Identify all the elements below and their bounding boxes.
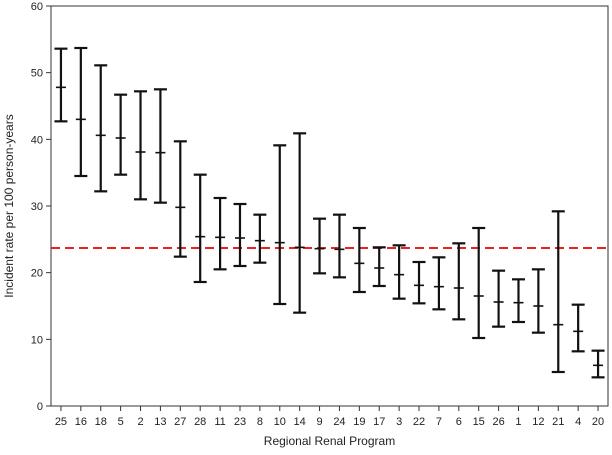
error-bar-21 — [551, 210, 565, 374]
x-tick-label: 15 — [473, 416, 485, 428]
error-bar-4 — [571, 303, 585, 353]
x-tick-label: 22 — [413, 416, 425, 428]
error-bar-15 — [472, 226, 486, 340]
x-tick-label: 5 — [118, 416, 124, 428]
error-bar-10 — [273, 144, 287, 306]
x-tick-label: 10 — [274, 416, 286, 428]
y-tick-label: 50 — [31, 68, 43, 80]
x-tick-label: 21 — [552, 416, 564, 428]
y-tick-label: 20 — [31, 268, 43, 280]
x-tick-label: 25 — [55, 416, 67, 428]
error-bar-23 — [233, 202, 247, 268]
error-bar-11 — [213, 196, 227, 271]
x-axis: 25 16 18 5 2 13 27 28 11 23 8 10 14 9 24 19 17 3 22 7 6 15 26 1… — [55, 406, 604, 428]
y-tick-label: 0 — [37, 401, 43, 413]
error-bar-5 — [114, 93, 128, 176]
x-tick-label: 2 — [137, 416, 143, 428]
x-tick-label: 19 — [353, 416, 365, 428]
error-bar-1 — [511, 278, 525, 324]
error-bar-17 — [372, 246, 386, 288]
x-tick-label: 1 — [515, 416, 521, 428]
x-tick-label: 23 — [234, 416, 246, 428]
x-tick-label: 6 — [456, 416, 462, 428]
y-axis-title: Incident rate per 100 person-years — [2, 114, 16, 297]
x-axis-title: Regional Renal Program — [264, 434, 395, 448]
x-tick-label: 9 — [316, 416, 322, 428]
error-bar-28 — [193, 173, 207, 284]
error-bars — [54, 46, 605, 379]
y-axis: 0 10 20 30 40 50 60 — [31, 1, 51, 413]
error-bar-27 — [173, 140, 187, 258]
x-tick-label: 4 — [575, 416, 581, 428]
x-tick-label: 18 — [95, 416, 107, 428]
x-tick-label: 28 — [194, 416, 206, 428]
x-tick-label: 27 — [174, 416, 186, 428]
error-bar-3 — [392, 244, 406, 300]
error-bar-13 — [153, 88, 167, 204]
error-bar-8 — [253, 213, 267, 264]
error-bar-24 — [332, 213, 346, 279]
x-tick-label: 3 — [396, 416, 402, 428]
x-tick-label: 8 — [257, 416, 263, 428]
x-tick-label: 26 — [492, 416, 504, 428]
y-tick-label: 40 — [31, 134, 43, 146]
error-bar-19 — [352, 226, 366, 294]
error-bar-9 — [313, 217, 327, 275]
error-bar-22 — [412, 260, 426, 305]
error-bar-25 — [54, 47, 68, 123]
x-tick-label: 20 — [592, 416, 604, 428]
error-bar-16 — [74, 46, 88, 178]
error-bar-12 — [531, 268, 545, 334]
x-tick-label: 17 — [373, 416, 385, 428]
x-tick-label: 7 — [436, 416, 442, 428]
error-bar-6 — [452, 242, 466, 321]
y-tick-label: 30 — [31, 201, 43, 213]
x-tick-label: 11 — [214, 416, 225, 428]
x-tick-label: 13 — [154, 416, 166, 428]
error-bar-26 — [492, 269, 506, 328]
error-bar-20 — [591, 349, 605, 379]
x-tick-label: 12 — [532, 416, 544, 428]
x-tick-label: 14 — [294, 416, 306, 428]
plot-frame — [50, 5, 609, 407]
x-tick-label: 24 — [333, 416, 345, 428]
error-bar-2 — [134, 90, 148, 201]
y-tick-label: 10 — [31, 334, 43, 346]
error-bar-7 — [432, 256, 446, 311]
error-bar-14 — [293, 132, 307, 314]
x-tick-label: 16 — [75, 416, 87, 428]
y-tick-label: 60 — [31, 1, 43, 13]
error-bar-18 — [94, 64, 108, 193]
